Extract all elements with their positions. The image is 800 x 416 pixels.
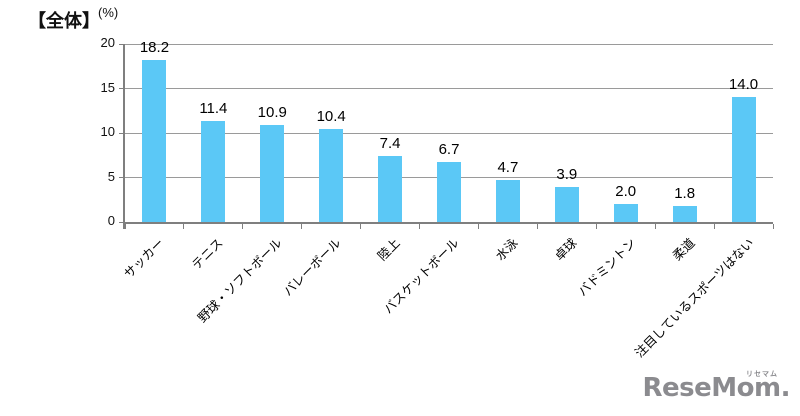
y-axis-tick xyxy=(119,88,125,89)
y-axis-tick-label: 5 xyxy=(107,168,115,184)
bar-value-label: 3.9 xyxy=(556,166,578,184)
y-axis-line xyxy=(123,44,125,229)
x-axis-tick xyxy=(595,224,597,229)
x-axis-tick xyxy=(360,224,362,229)
bar xyxy=(260,124,285,222)
x-axis-line xyxy=(125,222,773,224)
bar xyxy=(731,97,756,222)
y-axis-tick xyxy=(119,177,125,178)
y-axis-tick xyxy=(119,221,125,223)
bar-value-label: 7.4 xyxy=(379,135,401,153)
x-axis-tick xyxy=(772,224,774,229)
y-axis-tick-label: 20 xyxy=(100,35,115,50)
x-axis-tick xyxy=(124,224,126,229)
x-axis-tick xyxy=(183,224,185,229)
gridline xyxy=(125,43,773,45)
bar xyxy=(672,205,697,222)
x-axis-tick xyxy=(301,224,303,229)
y-axis-tick-label: 15 xyxy=(100,79,115,95)
bar-value-label: 14.0 xyxy=(728,76,759,94)
y-axis-unit-label: (%) xyxy=(98,5,119,20)
bar-value-label: 18.2 xyxy=(139,39,170,57)
x-axis-tick xyxy=(536,224,538,229)
bar-value-label: 10.9 xyxy=(257,103,287,121)
bar xyxy=(201,120,226,222)
x-axis-tick xyxy=(242,224,244,229)
bar-value-label: 2.0 xyxy=(615,183,637,201)
bar xyxy=(378,156,403,222)
bar-value-label: 11.4 xyxy=(199,99,228,117)
y-axis-tick xyxy=(119,132,125,134)
x-axis-tick xyxy=(477,224,479,229)
bar-value-label: 1.8 xyxy=(674,184,696,202)
y-axis-tick-label: 10 xyxy=(100,124,115,139)
resemom-logo-period: . xyxy=(780,373,791,403)
x-axis-tick xyxy=(713,224,715,229)
bar xyxy=(495,180,520,222)
gridline xyxy=(125,132,773,134)
bar xyxy=(142,60,167,222)
bar-value-label: 6.7 xyxy=(438,141,460,159)
bar xyxy=(437,162,461,222)
resemom-logo: リセマム ReseMom. xyxy=(642,370,791,403)
x-axis-tick xyxy=(654,224,656,229)
bar xyxy=(319,129,344,222)
bar xyxy=(554,187,579,222)
chart-title: 【全体】 xyxy=(28,11,100,31)
resemom-logo-text: ReseMom xyxy=(642,373,782,403)
bar xyxy=(613,204,638,222)
x-axis-tick xyxy=(419,224,421,229)
resemom-logo-ruby: リセマム xyxy=(746,370,778,378)
gridline xyxy=(125,88,773,89)
bar-value-label: 4.7 xyxy=(497,159,519,177)
bar-value-label: 10.4 xyxy=(316,108,346,126)
y-axis-tick-label: 0 xyxy=(107,213,115,228)
y-axis-tick xyxy=(119,43,125,45)
